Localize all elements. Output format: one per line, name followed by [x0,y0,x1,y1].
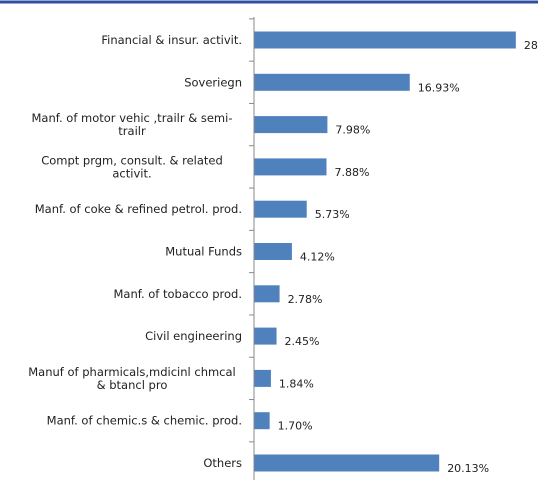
category-label: Manf. of chemic.s & chemic. prod. [47,414,242,428]
category-label-line: & btancl pro [97,378,168,392]
value-label: 4.12% [300,251,335,264]
category-label: Manf. of tobacco prod. [113,287,242,301]
value-label: 7.88% [334,166,369,179]
bar [254,285,280,303]
category-label: Financial & insur. activit. [101,33,242,47]
bar [254,116,328,134]
value-label: 2.45% [285,335,320,348]
bar [254,73,410,91]
category-label: Mutual Funds [165,245,242,259]
value-label: 20.13% [447,462,489,475]
value-label: 28.46% [524,39,538,52]
value-label: 2.78% [288,293,323,306]
bar [254,158,327,176]
category-labels-group: Financial & insur. activit. Soveriegn Manf… [28,33,242,470]
category-label: Manf. of motor vehic ,trailr & semi-trai… [32,111,233,138]
bar [254,200,307,218]
value-label: 1.70% [278,420,313,433]
bars-group [254,31,516,472]
category-label-line: Compt prgm, consult. & related [41,153,223,167]
value-label: 16.93% [418,81,460,94]
category-label: Manuf of pharmicals,mdicinl chmcal & btan… [28,365,236,392]
category-label: Civil engineering [145,329,242,343]
bar [254,327,277,345]
category-label: Manf. of coke & refined petrol. prod. [35,202,242,216]
axis-ticks-group [249,18,254,443]
category-label-line: activit. [112,166,151,180]
category-label-line: Manuf of pharmicals,mdicinl chmcal [28,365,236,379]
value-label: 5.73% [315,208,350,221]
bar [254,369,271,387]
value-label: 7.98% [335,124,370,137]
bar [254,243,292,260]
value-label: 1.84% [279,377,314,390]
value-labels-group: 28.46% 16.93% 7.98% 7.88% 5.73% 4.12% 2.78% 2.4… [278,39,538,475]
category-label: Others [203,456,242,470]
bar [254,412,270,430]
category-label-line: Manf. of motor vehic ,trailr & semi- [32,111,233,125]
category-label-line: trailr [118,124,146,138]
category-label: Compt prgm, consult. & related activit. [41,153,223,180]
bar [254,454,440,472]
bar [254,31,516,49]
category-label: Soveriegn [184,75,242,89]
